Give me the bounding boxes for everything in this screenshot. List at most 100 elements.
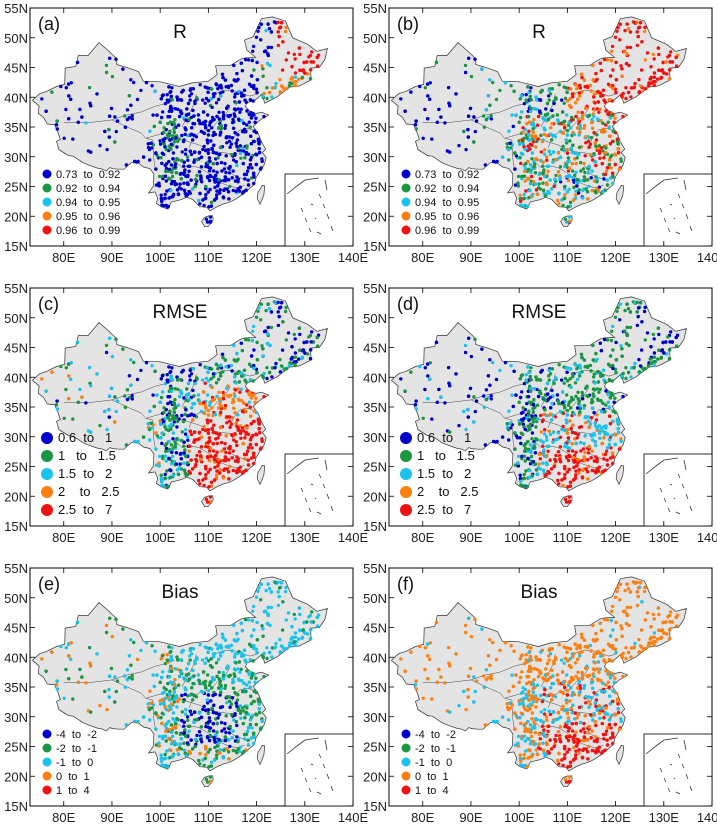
station-point [149, 141, 153, 145]
station-point [233, 432, 237, 436]
station-point [257, 305, 261, 310]
inset-frame [643, 453, 713, 527]
lat-tick-label: 20N [4, 209, 28, 224]
station-point [597, 151, 602, 155]
inset-coast [683, 459, 687, 471]
station-point [565, 421, 569, 425]
station-point [308, 68, 313, 72]
station-point [248, 405, 252, 409]
station-point [233, 108, 238, 112]
station-point [584, 135, 588, 139]
station-point [257, 142, 261, 146]
station-point [157, 181, 161, 185]
station-point [596, 380, 601, 384]
station-point [603, 151, 608, 155]
legend-marker [42, 169, 52, 179]
station-point [646, 364, 651, 368]
station-point [607, 158, 612, 162]
lat-tick-label: 45N [363, 341, 387, 356]
station-point [548, 432, 553, 437]
station-point [614, 90, 618, 95]
station-point [572, 132, 576, 137]
station-point [558, 129, 563, 134]
station-point [240, 68, 245, 73]
station-point [227, 114, 231, 119]
station-point [570, 372, 575, 376]
station-point [529, 86, 533, 90]
station-point [656, 357, 660, 361]
station-point [554, 173, 558, 178]
station-point [563, 193, 567, 197]
station-point [177, 417, 181, 421]
station-point [201, 98, 205, 102]
station-point [423, 387, 427, 392]
station-point [592, 108, 597, 112]
station-point [495, 159, 499, 164]
station-point [587, 145, 591, 149]
station-point [522, 192, 526, 197]
station-point [607, 405, 611, 409]
station-point [578, 94, 582, 98]
station-point [580, 390, 584, 395]
station-point [624, 86, 628, 90]
station-point [529, 454, 534, 459]
station-point [522, 136, 526, 141]
station-point [525, 401, 529, 406]
station-point [662, 351, 666, 355]
station-point [462, 129, 466, 134]
station-point [251, 419, 256, 424]
station-point [161, 110, 165, 114]
station-point [184, 398, 189, 403]
station-point [539, 90, 543, 94]
station-point [567, 166, 572, 170]
station-point [625, 302, 629, 306]
station-point [513, 431, 517, 435]
station-point [636, 26, 641, 30]
station-point [192, 430, 197, 434]
station-point [183, 432, 188, 436]
station-point [592, 152, 596, 156]
station-point [535, 419, 539, 424]
nine-dash-line [663, 217, 667, 223]
station-point [130, 397, 134, 401]
station-point [268, 343, 272, 348]
station-point [176, 139, 180, 144]
station-point [202, 400, 206, 405]
station-point [609, 393, 613, 397]
station-point [556, 478, 560, 483]
station-point [602, 457, 606, 461]
station-point [608, 396, 613, 400]
station-point [236, 77, 240, 82]
station-point [159, 97, 163, 101]
station-point [251, 153, 255, 158]
station-point [251, 171, 256, 175]
lat-tick-label: 20N [363, 489, 387, 504]
station-point [185, 107, 189, 111]
station-point [527, 409, 531, 413]
station-point [308, 77, 313, 81]
station-point [242, 189, 246, 194]
basin-boundary [213, 89, 257, 97]
station-point [110, 74, 115, 79]
station-point [227, 415, 232, 419]
station-point [618, 38, 622, 42]
inset-coast [683, 179, 687, 191]
station-point [170, 377, 174, 382]
station-point [157, 461, 161, 465]
station-point [483, 443, 488, 447]
station-point [526, 144, 530, 148]
nine-dash-line [314, 217, 317, 220]
station-point [104, 343, 109, 348]
station-point [613, 162, 617, 167]
station-point [169, 109, 174, 114]
lat-tick-label: 35N [363, 120, 387, 135]
station-point [141, 155, 146, 159]
station-point [205, 86, 209, 90]
station-point [519, 151, 524, 155]
station-point [523, 442, 528, 446]
station-point [545, 438, 549, 442]
station-point [55, 119, 59, 123]
station-point [237, 100, 242, 104]
station-point [218, 425, 223, 430]
